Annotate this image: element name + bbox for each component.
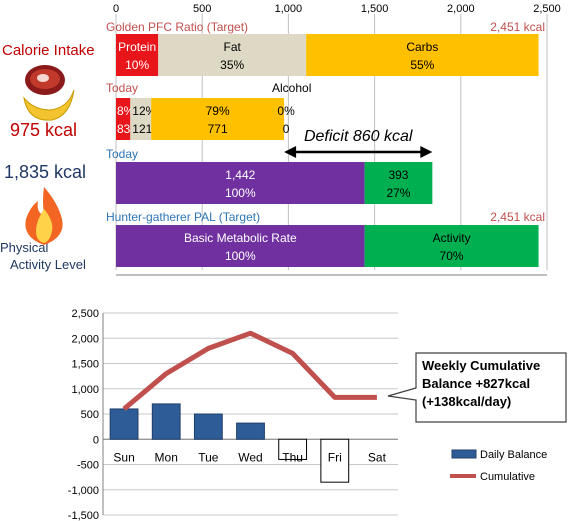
pal-label-line2: Activity Level (10, 257, 86, 272)
pal-label-line1: Physical (0, 240, 49, 255)
callout-line1: Weekly Cumulative (422, 358, 540, 373)
daily-balance-bar (151, 403, 181, 440)
segment-label: Carbs (406, 40, 438, 54)
x-tick-label: 2,000 (447, 3, 475, 15)
row-total-label: 2,451 kcal (490, 210, 545, 224)
callout-line2: Balance +827kcal (422, 376, 530, 391)
bar-segment (158, 34, 307, 76)
daily-balance-bar (193, 413, 223, 440)
bar-segment (116, 162, 365, 204)
row-label: Today (106, 147, 138, 161)
deficit-arrowhead-right (420, 146, 433, 158)
cumulative-line (122, 330, 377, 411)
row-label: Golden PFC Ratio (Target) (106, 20, 248, 34)
x-tick-label: 1,000 (275, 3, 303, 15)
segment-label: 8% (117, 104, 135, 118)
bar-segment (364, 225, 539, 267)
segment-label: Fat (224, 40, 242, 54)
segment-label: 12% (132, 104, 156, 118)
daily-balance-bar (278, 438, 308, 460)
segment-sublabel: 0 (283, 122, 290, 136)
row-label: Today (106, 81, 138, 95)
bar-segment (364, 162, 433, 204)
bar-segment (116, 225, 365, 267)
y-tick-label: 2,500 (71, 308, 99, 320)
category-label: Sun (113, 450, 134, 464)
x-tick-label: 500 (193, 3, 211, 15)
segment-sublabel: 83 (117, 122, 131, 136)
legend-swatch-daily-balance (451, 449, 477, 459)
daily-balance-bar (236, 422, 265, 440)
bar-segment (151, 98, 285, 140)
calorie-intake-value: 975 kcal (10, 120, 78, 140)
meat-and-banana-icon (23, 65, 75, 121)
segment-label: Basic Metabolic Rate (184, 231, 297, 245)
flame-icon (25, 187, 63, 245)
x-tick-label: 2,500 (533, 3, 561, 15)
row-total-label: 2,451 kcal (490, 20, 545, 34)
segment-sublabel: 70% (440, 249, 464, 263)
bar-segment (306, 34, 539, 76)
daily-balance-bar (109, 408, 139, 440)
y-tick-label: 1,000 (71, 384, 99, 396)
segment-sublabel: 771 (208, 122, 228, 136)
y-tick-label: 2,000 (71, 333, 99, 345)
category-label: Sat (368, 450, 387, 464)
segment-label: 79% (206, 104, 230, 118)
category-label: Fri (328, 450, 342, 464)
category-label: Thu (282, 450, 303, 464)
segment-sublabel: 100% (225, 186, 256, 200)
segment-label: 0% (277, 104, 295, 118)
y-tick-label: 1,500 (71, 359, 99, 371)
burn-value: 1,835 kcal (4, 162, 87, 182)
y-tick-label: 500 (81, 409, 99, 421)
y-tick-label: -1,000 (68, 485, 99, 497)
legend-label-daily-balance: Daily Balance (480, 449, 547, 461)
segment-sublabel: 27% (386, 186, 410, 200)
callout-line3: (+138kcal/day) (422, 394, 511, 409)
daily-balance-bar (320, 438, 350, 483)
category-label: Mon (155, 450, 178, 464)
calorie-intake-label: Calorie Intake (2, 42, 95, 59)
y-tick-label: 0 (93, 434, 99, 446)
bar-segment (116, 34, 159, 76)
segment-sublabel: 10% (125, 58, 149, 72)
bar-segment (116, 98, 131, 140)
callout-box (387, 352, 567, 423)
y-tick-label: -1,500 (68, 510, 99, 521)
y-tick-label: -500 (77, 460, 99, 472)
category-label: Tue (198, 450, 219, 464)
segment-label: Protein (118, 40, 156, 54)
legend-label-cumulative: Cumulative (480, 471, 535, 483)
segment-label: Activity (433, 231, 471, 245)
category-label: Wed (238, 450, 262, 464)
segment-sublabel: 121 (132, 122, 152, 136)
segment-label: 1,442 (225, 168, 255, 182)
calorie-bar-chart: 0 500 1,000 1,500 2,000 2,500 Golden PFC Ratio… (106, 3, 561, 276)
row-label: Hunter-gatherer PAL (Target) (106, 210, 260, 224)
segment-sublabel: 55% (410, 58, 434, 72)
segment-sublabel: 35% (220, 58, 244, 72)
bar-segment (130, 98, 152, 140)
x-tick-label: 1,500 (361, 3, 389, 15)
deficit-label: Deficit 860 kcal (304, 128, 413, 145)
segment-sublabel: 100% (225, 249, 256, 263)
alcohol-label: Alcohol (272, 81, 311, 95)
x-tick-label: 0 (113, 3, 119, 15)
deficit-arrowhead-left (284, 146, 297, 158)
segment-label: 393 (388, 168, 408, 182)
